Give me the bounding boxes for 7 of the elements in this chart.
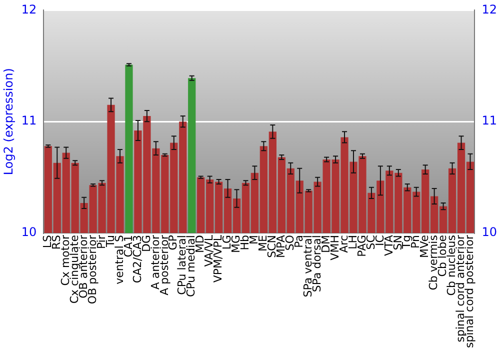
y-tick-label: 12 [21,2,37,16]
y-axis-title: Log2 (expression) [1,68,16,176]
y-tick-label: 10 [21,225,37,240]
y2-tick-label: 12 [482,2,498,16]
y-tick-label: 11 [21,114,37,128]
y2-tick-label: 11 [482,114,498,128]
y2-tick-label: 10 [482,225,498,240]
